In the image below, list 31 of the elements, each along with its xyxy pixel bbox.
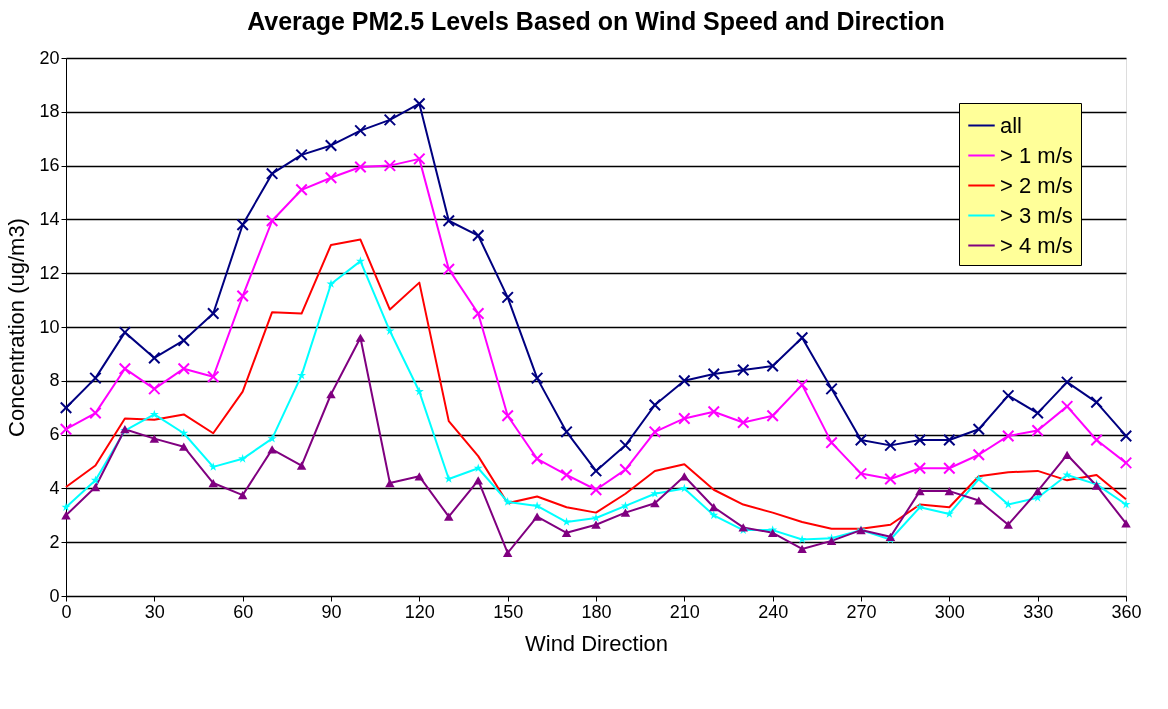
x-tick-label: 90 [321,601,342,622]
y-tick-label: 16 [39,155,60,176]
y-tick-label: 12 [39,262,60,283]
x-tick-label: 240 [758,601,789,622]
chart-title: Average PM2.5 Levels Based on Wind Speed and Direction [247,7,945,35]
x-tick-label: 120 [404,601,435,622]
y-tick-label: 20 [39,47,60,68]
legend-label: > 1 m/s [1000,142,1073,168]
x-tick-label: 300 [934,601,965,622]
y-tick-label: 8 [49,370,60,391]
y-tick-label: 2 [49,531,60,552]
x-axis-title: Wind Direction [524,630,669,656]
x-tick-label: 360 [1111,601,1142,622]
y-tick-label: 0 [49,585,60,606]
legend-label: > 2 m/s [1000,172,1073,198]
x-tick-label: 60 [233,601,254,622]
x-tick-label: 180 [581,601,612,622]
x-tick-label: 150 [493,601,524,622]
y-axis-title: Concentration (ug/m3) [4,218,30,437]
y-tick-label: 14 [39,208,60,229]
y-tick-label: 10 [39,316,60,337]
x-tick-label: 30 [144,601,165,622]
y-tick-label: 6 [49,424,60,445]
legend-label: > 3 m/s [1000,202,1073,228]
y-tick-label: 4 [49,477,60,498]
x-tick-label: 270 [846,601,877,622]
y-tick-label: 18 [39,101,60,122]
legend-label: all [1000,112,1023,138]
legend-label: > 4 m/s [1000,232,1073,258]
x-tick-label: 210 [669,601,700,622]
x-tick-label: 330 [1023,601,1054,622]
